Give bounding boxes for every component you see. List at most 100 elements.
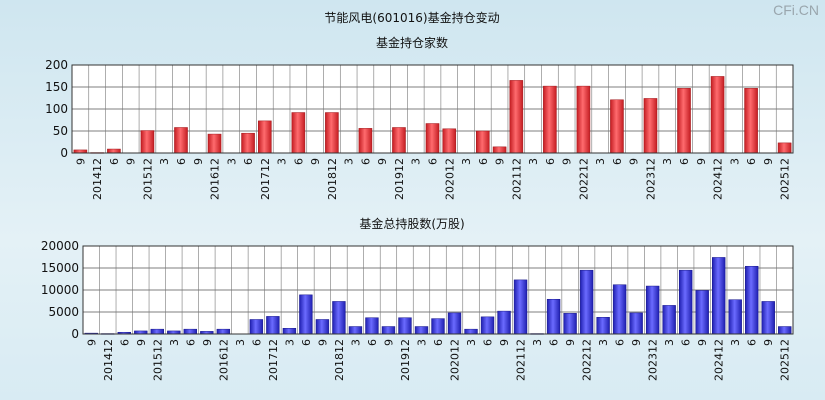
chart-2-x-tick-label: 201412 (102, 339, 115, 381)
chart-2-bar (332, 301, 346, 335)
chart-1-bar (174, 127, 188, 154)
chart-1-x-tick-label: 6 (427, 158, 440, 165)
chart-2-bar (563, 313, 577, 335)
chart-2-x-tick-label: 9 (696, 339, 709, 346)
chart-1-bar (492, 146, 507, 154)
chart-1-x-tick-label: 9 (192, 158, 205, 165)
chart-1-title: 基金持仓家数 (376, 35, 448, 50)
chart-2-x-tick-label: 6 (118, 339, 131, 346)
chart-2-x-tick-label: 9 (85, 339, 98, 346)
chart-1-bar (425, 123, 440, 154)
chart-1-x-tick-label: 3 (276, 158, 289, 165)
chart-1-x-tick-label: 9 (695, 158, 708, 165)
chart-1-x-tick-label: 3 (343, 158, 356, 165)
chart-1-bar (543, 85, 557, 154)
chart-2-x-tick-label: 6 (250, 339, 263, 346)
chart-1-bar (610, 99, 624, 154)
chart-2-x-tick-label: 9 (564, 339, 577, 346)
chart-2-x-tick-label: 6 (300, 339, 313, 346)
chart-1-y-tick-label: 200 (45, 58, 68, 72)
chart-1-y-tick-label: 100 (45, 102, 68, 116)
chart-1-x-tick-label: 201512 (141, 158, 154, 200)
chart-1-bar (291, 112, 306, 154)
chart-1-x-tick-label: 6 (175, 158, 188, 165)
chart-2-x-tick-label: 202512 (779, 339, 792, 381)
chart-2-x-tick-label: 3 (597, 339, 610, 346)
chart-2-bar (579, 269, 594, 335)
chart-2-bar (266, 316, 280, 335)
chart-2-bar (381, 326, 396, 335)
chart-2-bar (249, 319, 264, 335)
chart-2-bar (464, 328, 478, 335)
chart-2-bar (761, 301, 775, 335)
chart-2-x-tick-label: 6 (548, 339, 561, 346)
chart-1-y-tick-label: 150 (45, 80, 68, 94)
chart-2-bar (398, 317, 412, 335)
chart-2-y-tick-label: 15000 (41, 261, 79, 275)
chart-1-x-tick-label: 9 (762, 158, 775, 165)
chart-1-x-tick-label: 201712 (259, 158, 272, 200)
chart-1-bar (777, 142, 792, 154)
chart-1-x-tick-label: 9 (561, 158, 574, 165)
chart-1-x-tick-label: 202312 (644, 158, 657, 200)
chart-2-bar (662, 305, 676, 335)
chart-1-x-tick-label: 202412 (712, 158, 725, 200)
chart-2-bar (348, 326, 363, 335)
chart-2-x-tick-label: 202112 (515, 339, 528, 381)
chart-2-x-tick-label: 3 (663, 339, 676, 346)
chart-2-x-tick-label: 3 (415, 339, 428, 346)
chart-1-x-tick-label: 202112 (510, 158, 523, 200)
chart-2-bar (728, 299, 742, 335)
chart-2-x-tick-label: 3 (349, 339, 362, 346)
chart-2-x-tick-label: 3 (234, 339, 247, 346)
chart-2-x-tick-label: 9 (382, 339, 395, 346)
chart-1-x-tick-label: 6 (108, 158, 121, 165)
chart-2-x-tick-label: 9 (135, 339, 148, 346)
chart-1-bar (576, 85, 591, 154)
chart-1-x-tick-label: 201612 (209, 158, 222, 200)
chart-2-bar (480, 316, 495, 335)
chart-2-bar (645, 285, 660, 335)
chart-1-bar (107, 148, 121, 154)
chart-2-x-tick-label: 3 (465, 339, 478, 346)
chart-2-x-tick-label: 6 (366, 339, 379, 346)
chart-1-bar (358, 128, 373, 154)
chart-2-y-tick-label: 0 (71, 327, 79, 341)
chart-1-x-tick-label: 9 (125, 158, 138, 165)
chart-2-bar (678, 269, 693, 335)
chart-2-bar (596, 317, 610, 335)
chart-2-x-tick-label: 202212 (581, 339, 594, 381)
chart-2-x-tick-label: 6 (746, 339, 759, 346)
chart-2-bar (414, 326, 429, 335)
chart-1-x-tick-label: 3 (728, 158, 741, 165)
chart-2-x-tick-label: 202412 (713, 339, 726, 381)
chart-1-bar (442, 128, 457, 154)
chart-1-x-tick-label: 6 (292, 158, 305, 165)
chart-1-bar (392, 127, 406, 154)
chart-1-bar (476, 130, 490, 154)
chart-1-x-tick-label: 202512 (779, 158, 792, 200)
chart-2-x-tick-label: 6 (184, 339, 197, 346)
chart-2-bar (315, 319, 330, 335)
chart-2-y-tick-label: 5000 (48, 305, 79, 319)
chart-1-x-tick-label: 9 (74, 158, 87, 165)
chart-1-bar (140, 130, 155, 154)
chart-2-x-tick-label: 3 (168, 339, 181, 346)
chart-2-bar (546, 298, 561, 335)
chart-2-x-tick-label: 9 (762, 339, 775, 346)
chart-2-bar (712, 257, 726, 335)
chart-2-bar (282, 328, 297, 335)
chart-1-x-tick-label: 201812 (326, 158, 339, 200)
chart-2-bar (778, 326, 792, 335)
chart-2-title: 基金总持股数(万股) (359, 216, 464, 231)
chart-1-bar (207, 133, 222, 154)
chart-1-y-tick-label: 0 (60, 146, 68, 160)
chart-2-x-tick-label: 201512 (151, 339, 164, 381)
chart-2-bar (216, 328, 231, 335)
chart-2-x-tick-label: 3 (531, 339, 544, 346)
chart-1-x-tick-label: 9 (494, 158, 507, 165)
chart-1-bar (241, 132, 255, 154)
chart-2-bar (447, 312, 462, 335)
chart-2-x-tick-label: 201912 (399, 339, 412, 381)
chart-2-x-tick-label: 201812 (333, 339, 346, 381)
